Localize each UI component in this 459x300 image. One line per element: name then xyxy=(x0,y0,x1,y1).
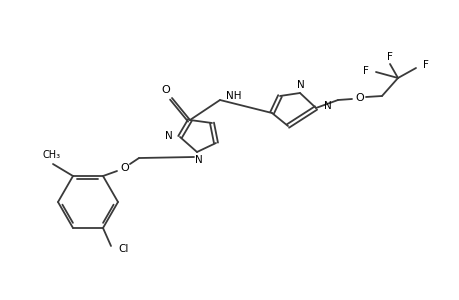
Text: F: F xyxy=(362,66,368,76)
Text: Cl: Cl xyxy=(118,244,128,254)
Text: N: N xyxy=(165,131,173,141)
Text: N: N xyxy=(323,101,331,111)
Text: N: N xyxy=(195,155,202,165)
Text: O: O xyxy=(120,163,129,173)
Text: F: F xyxy=(386,52,392,62)
Text: O: O xyxy=(355,93,364,103)
Text: O: O xyxy=(161,85,170,95)
Text: CH₃: CH₃ xyxy=(43,150,61,160)
Text: NH: NH xyxy=(225,91,241,101)
Text: F: F xyxy=(422,60,428,70)
Text: N: N xyxy=(297,80,304,90)
